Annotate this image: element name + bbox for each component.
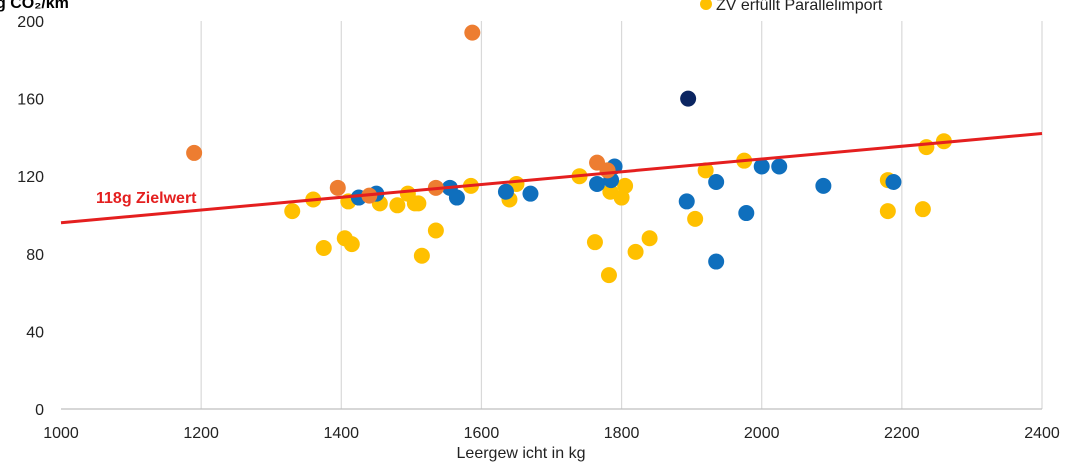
data-point xyxy=(413,247,430,264)
x-tick-label: 2000 xyxy=(744,425,780,442)
data-point xyxy=(738,205,755,222)
data-point xyxy=(697,162,714,179)
data-point xyxy=(599,162,616,179)
data-point xyxy=(627,243,644,260)
data-point xyxy=(680,90,697,107)
data-point xyxy=(641,230,658,247)
data-point xyxy=(771,158,788,175)
x-tick-label: 2200 xyxy=(884,425,920,442)
legend: ZV erfüllt Parallelimport xyxy=(700,0,883,14)
data-point xyxy=(600,267,617,284)
x-tick-label: 1600 xyxy=(464,425,500,442)
x-tick-label: 2400 xyxy=(1024,425,1060,442)
x-tick-label: 1800 xyxy=(604,425,640,442)
y-tick-label: 0 xyxy=(35,402,44,419)
y-tick-label: 80 xyxy=(26,247,44,264)
data-point xyxy=(284,203,301,220)
data-point xyxy=(589,175,606,192)
y-tick-label: 40 xyxy=(26,324,44,341)
data-point xyxy=(708,253,725,270)
data-point xyxy=(343,236,360,253)
data-point xyxy=(914,201,931,218)
data-point xyxy=(885,174,902,191)
data-point xyxy=(815,177,832,194)
data-point xyxy=(918,139,935,156)
y-tick-label: 200 xyxy=(17,14,44,31)
data-point xyxy=(315,239,332,256)
target-line-label: 118g Zielwert xyxy=(96,190,197,207)
data-point xyxy=(678,193,695,210)
x-tick-label: 1000 xyxy=(43,425,79,442)
data-point xyxy=(448,189,465,206)
legend-entry-label: ZV erfüllt Parallelimport xyxy=(716,0,883,14)
data-point xyxy=(464,24,481,41)
data-point xyxy=(522,185,539,202)
grid-lines xyxy=(200,21,1043,409)
data-point xyxy=(497,183,514,200)
data-point xyxy=(186,144,203,161)
x-tick-label: 1200 xyxy=(183,425,219,442)
x-tick-label: 1400 xyxy=(323,425,359,442)
y-tick-label: 160 xyxy=(17,92,44,109)
y-unit-label: g CO₂/km xyxy=(0,0,69,12)
target-line xyxy=(60,132,1043,225)
y-tick-label: 120 xyxy=(17,169,44,186)
data-point xyxy=(586,234,603,251)
data-point xyxy=(687,210,704,227)
data-point xyxy=(617,177,634,194)
data-point xyxy=(753,158,770,175)
data-point xyxy=(879,203,896,220)
x-axis-title: Leergew icht in kg xyxy=(457,445,586,462)
data-point xyxy=(427,222,444,239)
y-tick-labels: 0 40 80 120 160 200 xyxy=(17,14,44,419)
data-point xyxy=(708,174,725,191)
x-tick-labels: 1000 1200 1400 1600 1800 2000 2200 2400 xyxy=(43,425,1060,442)
data-point xyxy=(389,197,406,214)
data-point xyxy=(329,179,346,196)
data-points xyxy=(186,24,952,284)
data-point xyxy=(410,195,427,212)
legend-marker-yellow xyxy=(700,0,712,10)
